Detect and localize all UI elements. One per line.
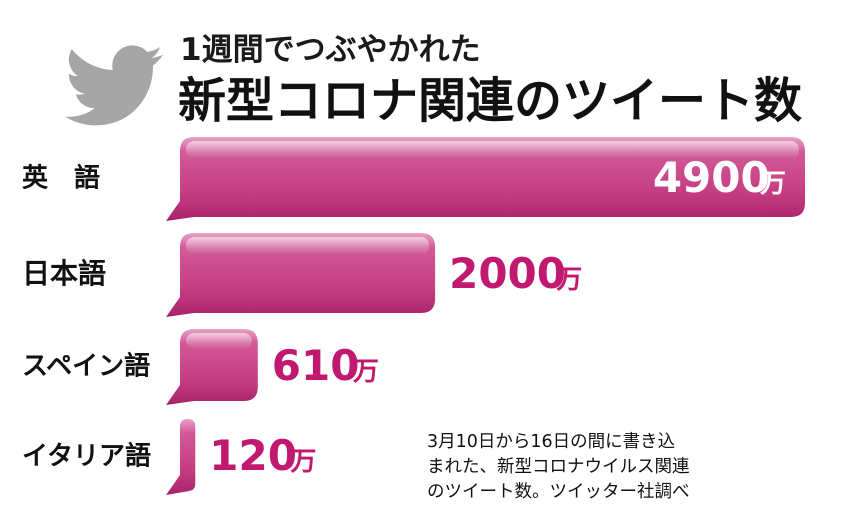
category-label-3: イタリア語 — [22, 440, 151, 471]
category-label-1: 日本語 — [22, 257, 106, 290]
category-label-2: スペイン語 — [22, 350, 150, 381]
bar-shine-2 — [186, 333, 252, 349]
value-label-2: 610 — [272, 341, 360, 390]
source-note-line-3: のツイート数。ツイッター社調べ — [427, 482, 690, 502]
value-label-0: 4900 — [653, 153, 770, 202]
category-label-0: 英 語 — [22, 162, 100, 193]
value-unit-3: 万 — [290, 447, 316, 477]
chart-subtitle: 1週間でつぶやかれた — [180, 32, 481, 68]
value-unit-1: 万 — [556, 265, 582, 295]
chart-title: 新型コロナ関連のツイート数 — [178, 73, 802, 129]
value-label-1: 2000 — [449, 249, 566, 298]
source-note-line-2: まれた、新型コロナウイルス関連 — [427, 457, 690, 477]
bar-shine-1 — [186, 237, 430, 255]
value-unit-2: 万 — [353, 357, 379, 387]
value-label-3: 120 — [209, 431, 297, 480]
twitter-bird-icon — [64, 45, 163, 126]
value-unit-0: 万 — [760, 169, 786, 199]
source-note-line-1: 3月10日から16日の間に書き込 — [427, 432, 675, 452]
bar-3 — [166, 419, 196, 495]
bar-shine-0 — [186, 141, 799, 159]
